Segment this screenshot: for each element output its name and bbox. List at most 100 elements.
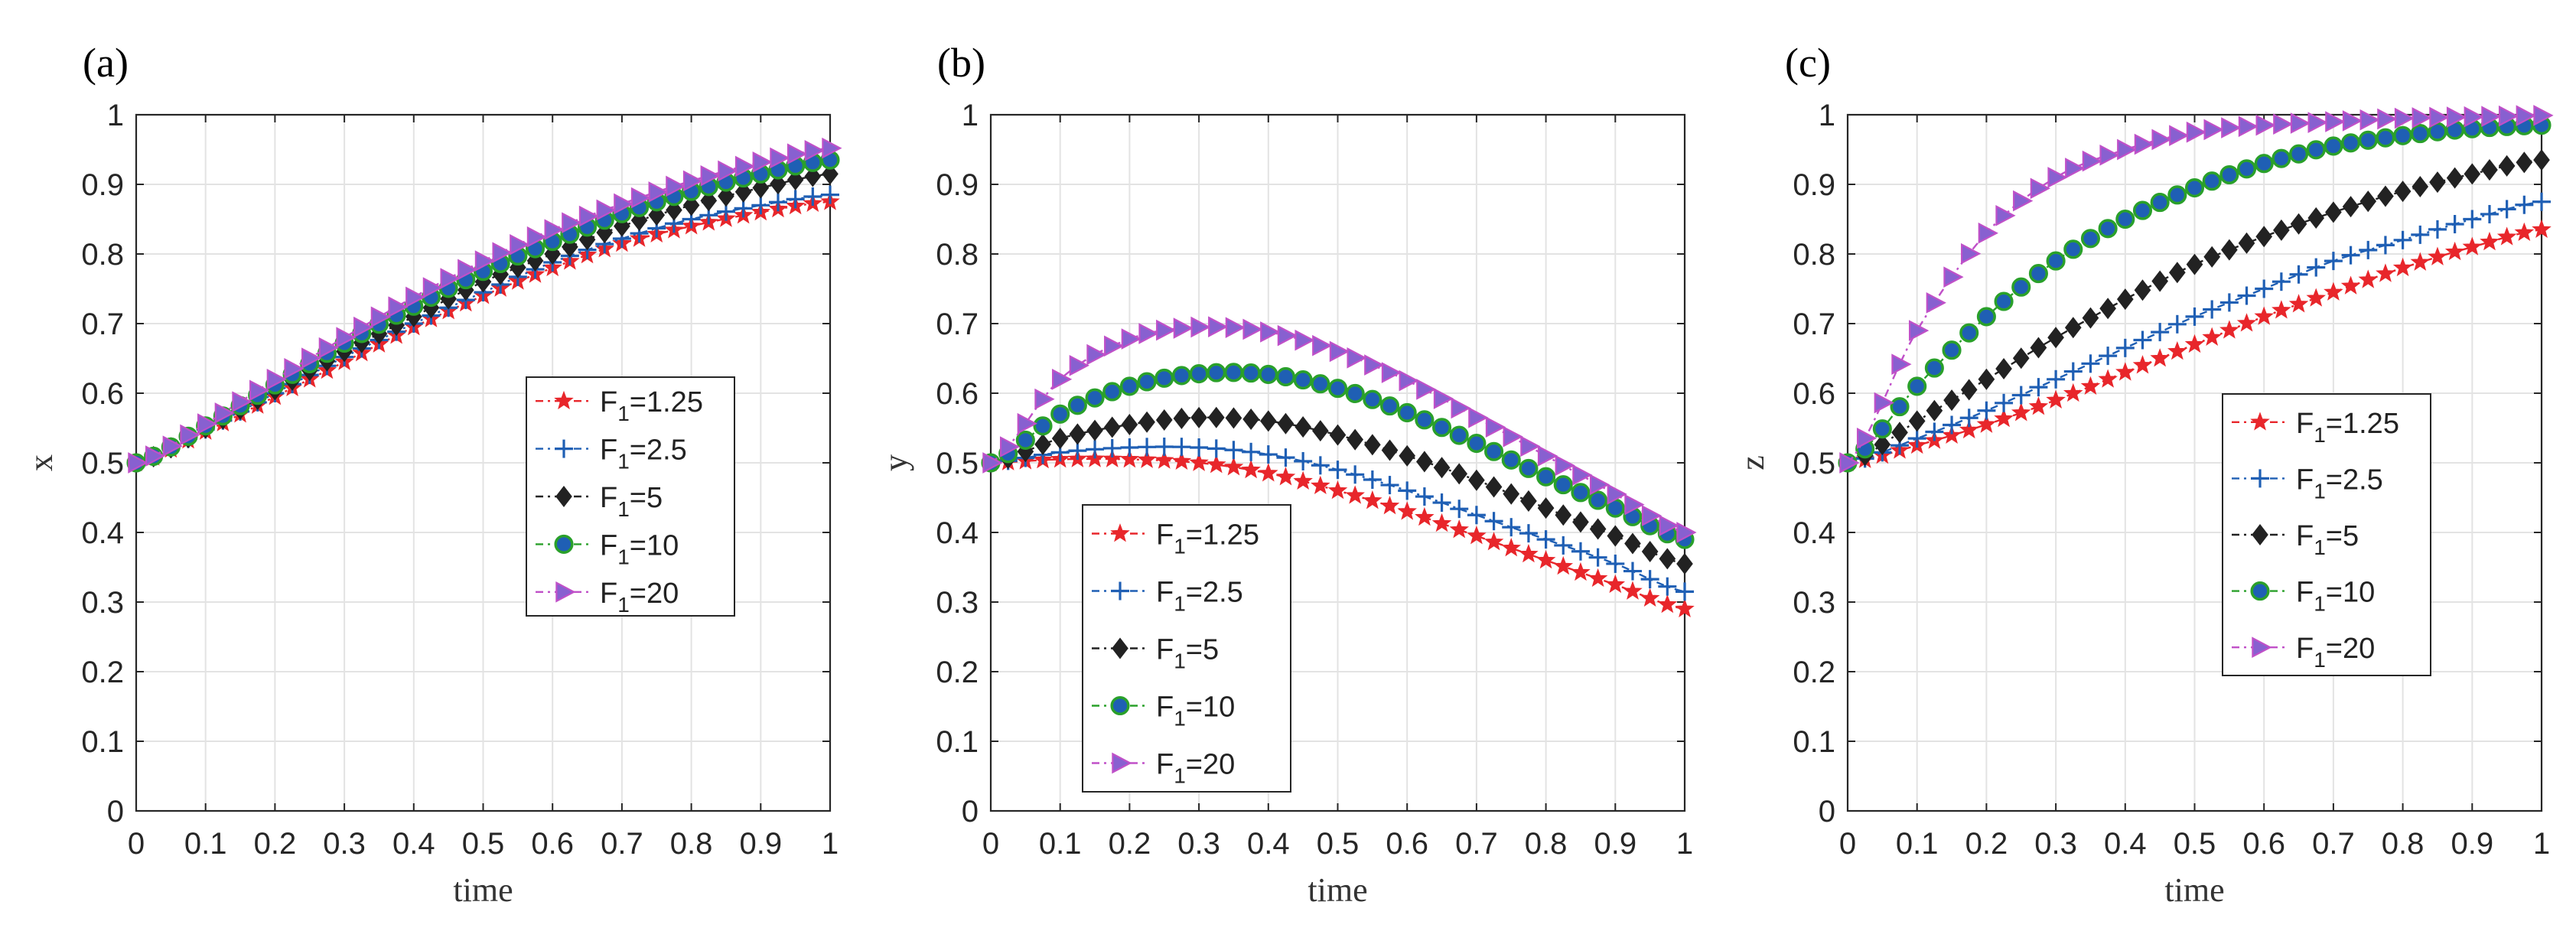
y-axis-label: x xyxy=(22,454,60,471)
data-point xyxy=(1605,574,1626,594)
y-tick-label: 0.3 xyxy=(1793,586,1835,620)
data-point xyxy=(1891,422,1908,444)
data-point xyxy=(2203,246,2221,268)
series-F110 xyxy=(1838,116,2552,473)
data-point xyxy=(1571,483,1591,503)
data-point xyxy=(2464,163,2481,185)
data-point xyxy=(1502,518,1521,537)
data-point xyxy=(2480,204,2499,223)
y-tick-label: 0.6 xyxy=(936,377,979,411)
data-point xyxy=(1327,480,1348,500)
data-point xyxy=(1607,483,1627,505)
data-point xyxy=(2428,220,2447,239)
data-point xyxy=(718,185,734,207)
data-point xyxy=(1380,476,1399,495)
data-point xyxy=(2358,130,2378,150)
data-point xyxy=(2412,175,2429,198)
data-point xyxy=(1624,493,1645,516)
x-axis-label: time xyxy=(453,871,513,909)
data-point xyxy=(1329,340,1350,363)
data-point xyxy=(301,347,322,369)
data-point xyxy=(1069,423,1086,445)
data-point xyxy=(1067,396,1087,415)
data-point xyxy=(2376,236,2395,255)
data-point xyxy=(2184,178,2205,198)
legend-label: F1=10 xyxy=(1156,692,1235,731)
data-point xyxy=(1415,410,1435,430)
data-point xyxy=(2099,144,2120,166)
data-point xyxy=(2428,246,2447,265)
data-point xyxy=(1675,598,1695,617)
data-point xyxy=(2392,257,2413,277)
x-tick-label: 0.3 xyxy=(323,827,366,861)
y-tick-label: 0.2 xyxy=(1793,656,1835,689)
data-point xyxy=(1676,522,1697,543)
panel-label: (a) xyxy=(83,40,129,86)
legend: F1=1.25 F1=2.5 F1=5 F1=10 F1=20 xyxy=(526,376,735,617)
y-tick-label: 0 xyxy=(107,795,124,828)
data-point xyxy=(1536,467,1556,487)
data-point xyxy=(544,243,562,265)
data-point xyxy=(1051,428,1069,450)
y-tick-label: 1 xyxy=(107,99,124,132)
data-point xyxy=(2290,213,2307,235)
data-point xyxy=(1259,445,1278,464)
data-point xyxy=(752,151,773,173)
data-point xyxy=(1571,542,1590,561)
data-point xyxy=(1640,588,1660,607)
data-point xyxy=(1259,463,1278,482)
data-point xyxy=(510,233,530,256)
legend-marker-icon xyxy=(555,581,576,603)
legend-marker-icon xyxy=(2252,636,2272,659)
data-point xyxy=(162,435,183,457)
x-tick-label: 0.6 xyxy=(1386,827,1428,861)
data-point xyxy=(1484,512,1503,531)
legend-label: F1=20 xyxy=(600,578,679,617)
data-point xyxy=(1223,457,1244,476)
data-point xyxy=(1242,442,1261,461)
data-point xyxy=(1381,439,1399,461)
data-point xyxy=(2498,105,2519,127)
data-point xyxy=(1994,291,2014,311)
data-point xyxy=(770,173,786,195)
x-axis-label: time xyxy=(1308,871,1367,909)
data-point xyxy=(596,199,617,221)
data-point xyxy=(2446,106,2467,128)
data-point xyxy=(1017,412,1037,435)
data-point xyxy=(2307,112,2328,133)
data-point xyxy=(2186,121,2207,143)
data-point xyxy=(2394,107,2415,129)
data-point xyxy=(2481,159,2498,181)
x-tick-label: 0.6 xyxy=(531,827,574,861)
data-point xyxy=(1397,501,1417,520)
data-point xyxy=(2342,110,2363,132)
data-point xyxy=(804,165,822,187)
series-F15 xyxy=(1839,149,2550,474)
data-point xyxy=(2013,190,2034,212)
data-point xyxy=(544,219,565,240)
data-point xyxy=(2306,140,2326,160)
data-point xyxy=(1398,481,1417,500)
legend-marker-icon xyxy=(2252,523,2268,546)
data-point xyxy=(1154,450,1174,469)
data-point xyxy=(1501,450,1521,470)
legend-entry: F1=2.5 xyxy=(2232,464,2383,503)
x-tick-label: 0.9 xyxy=(1594,827,1636,861)
data-point xyxy=(803,187,822,206)
x-tick-label: 0 xyxy=(128,827,145,861)
y-tick-label: 0.2 xyxy=(81,656,124,689)
data-point xyxy=(2098,219,2118,239)
data-point xyxy=(1015,430,1035,450)
data-point xyxy=(2514,222,2535,241)
data-point xyxy=(1874,392,1894,414)
data-point xyxy=(2221,239,2238,261)
data-point xyxy=(1659,515,1679,536)
legend-marker-icon xyxy=(555,439,573,458)
y-tick-label: 0.3 xyxy=(81,586,124,620)
data-point xyxy=(1294,451,1313,470)
data-point xyxy=(2255,114,2276,136)
data-point xyxy=(2254,306,2274,325)
ticks: 0 0.1 0.2 0.3 0.4 0.5 0.6 0.7 0.8 0.9 1 0 0.1 0.2 0.3 0… xyxy=(81,99,839,861)
data-point xyxy=(1293,370,1313,390)
data-point xyxy=(1959,409,1978,428)
